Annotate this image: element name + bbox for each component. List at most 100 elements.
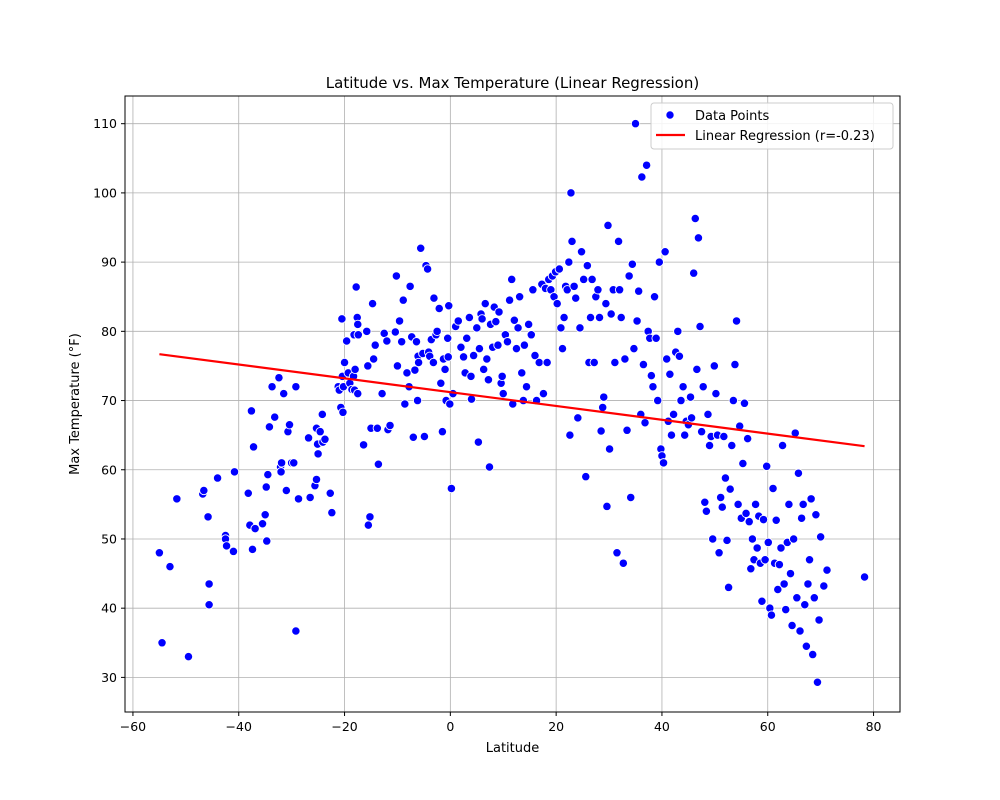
data-point (472, 323, 482, 333)
data-point (243, 488, 253, 498)
data-point (714, 548, 724, 558)
data-points (154, 119, 870, 687)
y-tick-label: 50 (101, 531, 117, 546)
x-tick-label: −20 (331, 719, 357, 734)
data-point (859, 572, 870, 582)
data-point (402, 368, 412, 378)
data-point (680, 430, 690, 440)
data-point (542, 357, 552, 368)
data-point (538, 388, 549, 399)
data-point (279, 388, 289, 399)
data-point (809, 593, 819, 603)
data-point (569, 281, 579, 291)
data-point (733, 499, 743, 510)
data-point (429, 293, 439, 303)
x-tick-label: −60 (120, 719, 146, 734)
data-point (796, 513, 807, 523)
y-tick-label: 40 (101, 601, 117, 616)
data-point (638, 359, 649, 370)
data-point (766, 610, 777, 620)
data-point (552, 298, 562, 309)
data-point (511, 343, 522, 354)
data-point (494, 307, 504, 317)
data-point (434, 303, 444, 314)
data-point (616, 312, 626, 323)
data-point (351, 282, 361, 292)
data-point (405, 281, 415, 291)
data-point (603, 220, 613, 231)
data-point (593, 285, 603, 295)
data-point (519, 340, 530, 350)
data-point (763, 537, 773, 548)
data-point (581, 472, 591, 482)
data-point (370, 340, 380, 350)
legend-box (650, 102, 894, 150)
data-point (662, 354, 672, 364)
data-point (651, 333, 661, 343)
data-point (398, 295, 408, 305)
data-point (350, 364, 360, 375)
data-point (781, 604, 791, 615)
data-point (479, 364, 489, 375)
data-point (738, 458, 748, 469)
data-point (419, 431, 430, 442)
data-point (690, 213, 700, 224)
x-tick-label: 0 (446, 719, 454, 734)
data-point (270, 412, 280, 422)
data-point (212, 473, 223, 483)
data-point (793, 468, 804, 478)
data-point (701, 506, 712, 516)
data-point (373, 459, 384, 469)
y-tick-label: 30 (101, 670, 117, 685)
data-point (377, 388, 387, 399)
y-tick-label: 60 (101, 462, 117, 477)
data-point (504, 295, 515, 305)
data-point (674, 351, 685, 361)
data-point (795, 626, 805, 636)
data-point (768, 483, 778, 494)
data-point (353, 388, 363, 399)
axis-ticks: −60 −40 −20 0 20 40 60 80 30 40 50 60 70 80 90 100 110 (93, 116, 881, 734)
data-point (311, 474, 322, 485)
data-point (648, 382, 658, 392)
data-point (627, 259, 637, 269)
data-point (708, 534, 718, 544)
data-point (428, 357, 439, 368)
data-point (507, 274, 517, 285)
data-point (787, 620, 797, 631)
data-point (483, 375, 494, 385)
data-point (477, 314, 487, 324)
data-point (567, 236, 577, 246)
data-point (610, 357, 620, 368)
data-point (640, 418, 650, 428)
data-point (513, 323, 523, 333)
data-point (554, 264, 564, 274)
legend-point-marker (665, 110, 675, 120)
data-point (730, 359, 740, 370)
y-tick-label: 80 (101, 324, 117, 339)
data-point (599, 392, 609, 402)
data-point (758, 514, 769, 525)
data-point (203, 512, 213, 522)
data-point (649, 292, 660, 302)
data-point (689, 268, 699, 278)
data-point (229, 467, 240, 477)
data-point (456, 342, 466, 352)
data-point (385, 420, 395, 431)
data-point (692, 364, 702, 375)
data-point (622, 425, 632, 435)
data-point (728, 395, 739, 406)
data-point (453, 316, 463, 326)
data-point (408, 432, 418, 442)
data-point (367, 298, 378, 309)
y-tick-label: 70 (101, 393, 117, 408)
data-point (742, 433, 753, 444)
data-point (757, 596, 767, 606)
data-point (412, 395, 423, 406)
data-point (785, 568, 796, 579)
data-point (400, 399, 410, 409)
data-point (665, 369, 675, 379)
data-point (528, 285, 538, 295)
data-point (466, 371, 476, 381)
data-point (594, 312, 605, 323)
